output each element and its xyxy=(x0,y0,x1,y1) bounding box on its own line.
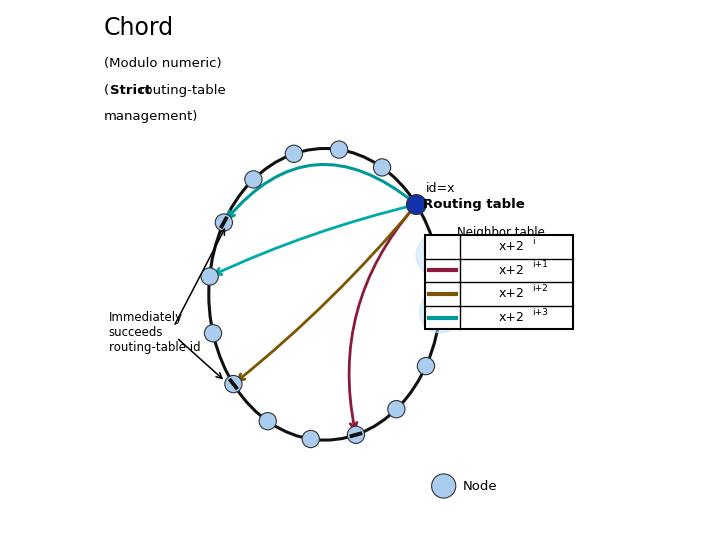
Text: x+2: x+2 xyxy=(498,287,524,300)
Text: Neighbor table
(successor): Neighbor table (successor) xyxy=(457,226,545,254)
Circle shape xyxy=(204,325,222,342)
Circle shape xyxy=(431,303,449,321)
Circle shape xyxy=(418,357,435,375)
FancyArrowPatch shape xyxy=(238,206,415,381)
FancyArrowPatch shape xyxy=(215,205,414,274)
Circle shape xyxy=(388,401,405,418)
Text: i: i xyxy=(531,237,534,246)
Bar xyxy=(425,235,573,329)
FancyArrowPatch shape xyxy=(228,164,415,218)
Text: Node: Node xyxy=(463,480,498,492)
Circle shape xyxy=(431,474,456,498)
Circle shape xyxy=(347,426,364,443)
Circle shape xyxy=(374,159,391,176)
Text: Immediately
succeeds
routing-table id: Immediately succeeds routing-table id xyxy=(109,310,201,354)
Text: i+1: i+1 xyxy=(531,260,548,269)
Text: Strict: Strict xyxy=(110,84,151,97)
Circle shape xyxy=(302,430,320,448)
Circle shape xyxy=(428,247,446,264)
Circle shape xyxy=(419,292,461,333)
FancyArrowPatch shape xyxy=(349,206,415,430)
Circle shape xyxy=(416,234,457,276)
Circle shape xyxy=(285,145,302,163)
Circle shape xyxy=(330,141,348,158)
Text: Chord: Chord xyxy=(104,16,174,40)
Text: Routing table: Routing table xyxy=(423,198,524,211)
Text: (Modulo numeric): (Modulo numeric) xyxy=(104,57,221,70)
Text: management): management) xyxy=(104,110,198,123)
Text: x+2: x+2 xyxy=(498,264,524,277)
Text: (: ( xyxy=(104,84,109,97)
Text: routing-table: routing-table xyxy=(135,84,225,97)
Text: i+3: i+3 xyxy=(531,308,548,316)
Circle shape xyxy=(259,413,276,430)
Text: i+2: i+2 xyxy=(531,284,547,293)
Circle shape xyxy=(245,171,262,188)
Text: id=x: id=x xyxy=(426,182,456,195)
Circle shape xyxy=(215,214,233,231)
Text: x+2: x+2 xyxy=(498,240,524,253)
Text: x+2: x+2 xyxy=(498,311,524,324)
Circle shape xyxy=(201,268,218,285)
Circle shape xyxy=(407,194,426,214)
Circle shape xyxy=(225,375,242,393)
